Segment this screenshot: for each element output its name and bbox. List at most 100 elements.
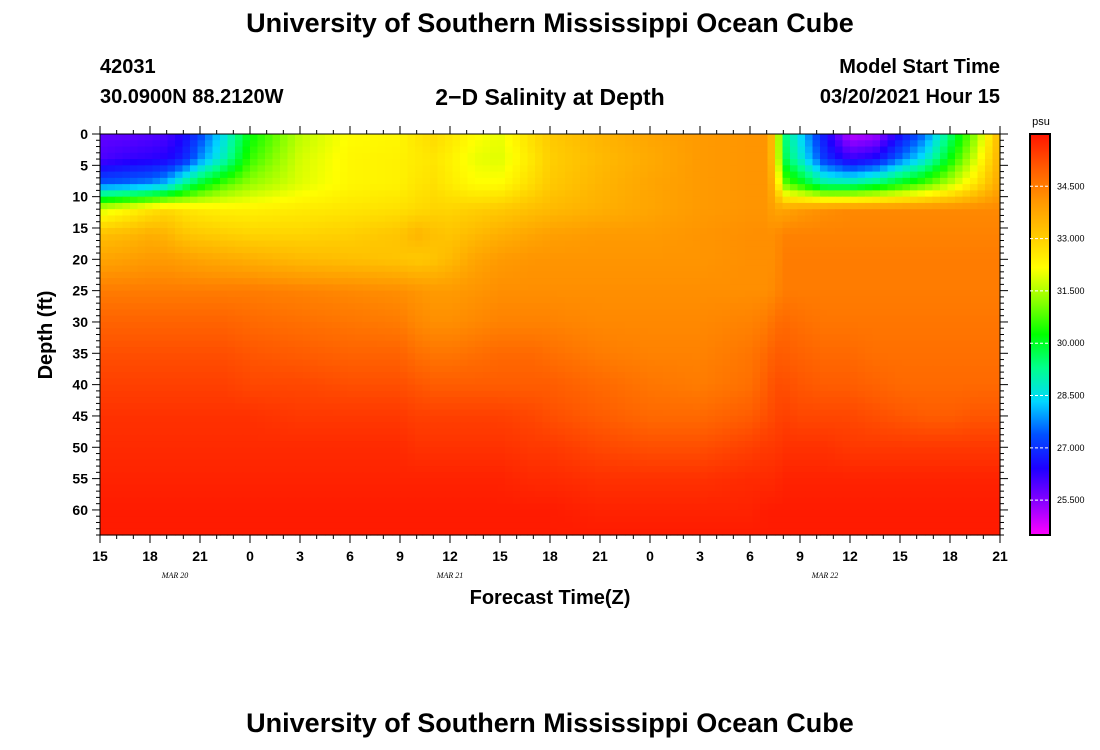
heatmap-cell xyxy=(445,378,454,386)
heatmap-cell xyxy=(377,177,386,185)
heatmap-cell xyxy=(407,202,416,210)
heatmap-cell xyxy=(617,234,626,242)
heatmap-cell xyxy=(175,334,184,342)
heatmap-cell xyxy=(917,265,926,273)
heatmap-cell xyxy=(115,347,124,354)
heatmap-cell xyxy=(490,334,499,342)
heatmap-cell xyxy=(842,328,851,336)
heatmap-cell xyxy=(220,365,229,373)
heatmap-cell xyxy=(475,215,484,223)
heatmap-cell xyxy=(347,196,356,204)
heatmap-cell xyxy=(145,209,154,217)
heatmap-cell xyxy=(940,284,949,292)
heatmap-cell xyxy=(647,215,656,223)
heatmap-cell xyxy=(670,196,679,204)
heatmap-cell xyxy=(392,253,401,260)
heatmap-cell xyxy=(940,246,949,254)
heatmap-cell xyxy=(542,146,551,154)
heatmap-cell xyxy=(857,365,866,373)
heatmap-cell xyxy=(700,278,709,285)
heatmap-cell xyxy=(220,171,229,179)
heatmap-cell xyxy=(730,184,739,191)
heatmap-cell xyxy=(497,309,506,317)
heatmap-cell xyxy=(572,315,581,323)
heatmap-cell xyxy=(490,315,499,323)
heatmap-cell xyxy=(160,265,169,273)
heatmap-cell xyxy=(925,234,934,242)
heatmap-cell xyxy=(370,259,379,267)
heatmap-cell xyxy=(287,278,296,285)
heatmap-cell xyxy=(715,240,724,248)
heatmap-cell xyxy=(175,384,184,392)
heatmap-cell xyxy=(145,177,154,185)
heatmap-cell xyxy=(182,347,191,354)
heatmap-cell xyxy=(182,309,191,317)
heatmap-cell xyxy=(895,353,904,361)
heatmap-cell xyxy=(122,384,131,392)
heatmap-cell xyxy=(265,253,274,260)
heatmap-cell xyxy=(797,265,806,273)
heatmap-cell xyxy=(580,246,589,254)
heatmap-cell xyxy=(640,347,649,354)
heatmap-cell xyxy=(745,378,754,386)
heatmap-cell xyxy=(925,171,934,179)
heatmap-cell xyxy=(505,177,514,185)
heatmap-cell xyxy=(992,340,1001,348)
heatmap-cell xyxy=(962,165,971,173)
heatmap-cell xyxy=(947,202,956,210)
heatmap-cell xyxy=(535,171,544,179)
heatmap-cell xyxy=(565,290,574,298)
heatmap-cell xyxy=(362,253,371,260)
heatmap-cell xyxy=(632,365,641,373)
heatmap-cell xyxy=(152,359,161,367)
heatmap-cell xyxy=(640,315,649,323)
heatmap-cell xyxy=(550,334,559,342)
heatmap-cell xyxy=(857,384,866,392)
heatmap-cell xyxy=(790,303,799,311)
heatmap-cell xyxy=(467,259,476,267)
heatmap-cell xyxy=(310,221,319,229)
heatmap-cell xyxy=(332,165,341,173)
heatmap-cell xyxy=(947,152,956,160)
heatmap-cell xyxy=(580,309,589,317)
heatmap-cell xyxy=(835,146,844,154)
heatmap-cell xyxy=(992,209,1001,217)
heatmap-cell xyxy=(872,353,881,361)
heatmap-cell xyxy=(175,202,184,210)
heatmap-cell xyxy=(460,347,469,354)
heatmap-cell xyxy=(535,190,544,198)
heatmap-cell xyxy=(272,134,281,141)
heatmap-cell xyxy=(775,265,784,273)
heatmap-cell xyxy=(715,209,724,217)
heatmap-cell xyxy=(400,227,409,235)
heatmap-cell xyxy=(700,321,709,329)
heatmap-cell xyxy=(527,296,536,304)
heatmap-cell xyxy=(850,296,859,304)
heatmap-cell xyxy=(557,202,566,210)
heatmap-cell xyxy=(880,140,889,148)
heatmap-cell xyxy=(662,152,671,160)
heatmap-cell xyxy=(760,221,769,229)
heatmap-cell xyxy=(190,146,199,154)
heatmap-cell xyxy=(670,284,679,292)
heatmap-cell xyxy=(760,353,769,361)
heatmap-cell xyxy=(265,265,274,273)
heatmap-cell xyxy=(317,278,326,285)
heatmap-cell xyxy=(482,290,491,298)
heatmap-cell xyxy=(527,265,536,273)
heatmap-cell xyxy=(625,378,634,386)
heatmap-cell xyxy=(715,253,724,260)
heatmap-cell xyxy=(145,234,154,242)
heatmap-cell xyxy=(970,240,979,248)
heatmap-cell xyxy=(415,140,424,148)
heatmap-cell xyxy=(985,365,994,373)
heatmap-cell xyxy=(227,390,236,398)
heatmap-cell xyxy=(760,271,769,279)
heatmap-cell xyxy=(760,378,769,386)
heatmap-cell xyxy=(190,265,199,273)
heatmap-cell xyxy=(280,246,289,254)
heatmap-cell xyxy=(910,196,919,204)
heatmap-cell xyxy=(430,215,439,223)
heatmap-cell xyxy=(332,159,341,166)
heatmap-cell xyxy=(205,227,214,235)
